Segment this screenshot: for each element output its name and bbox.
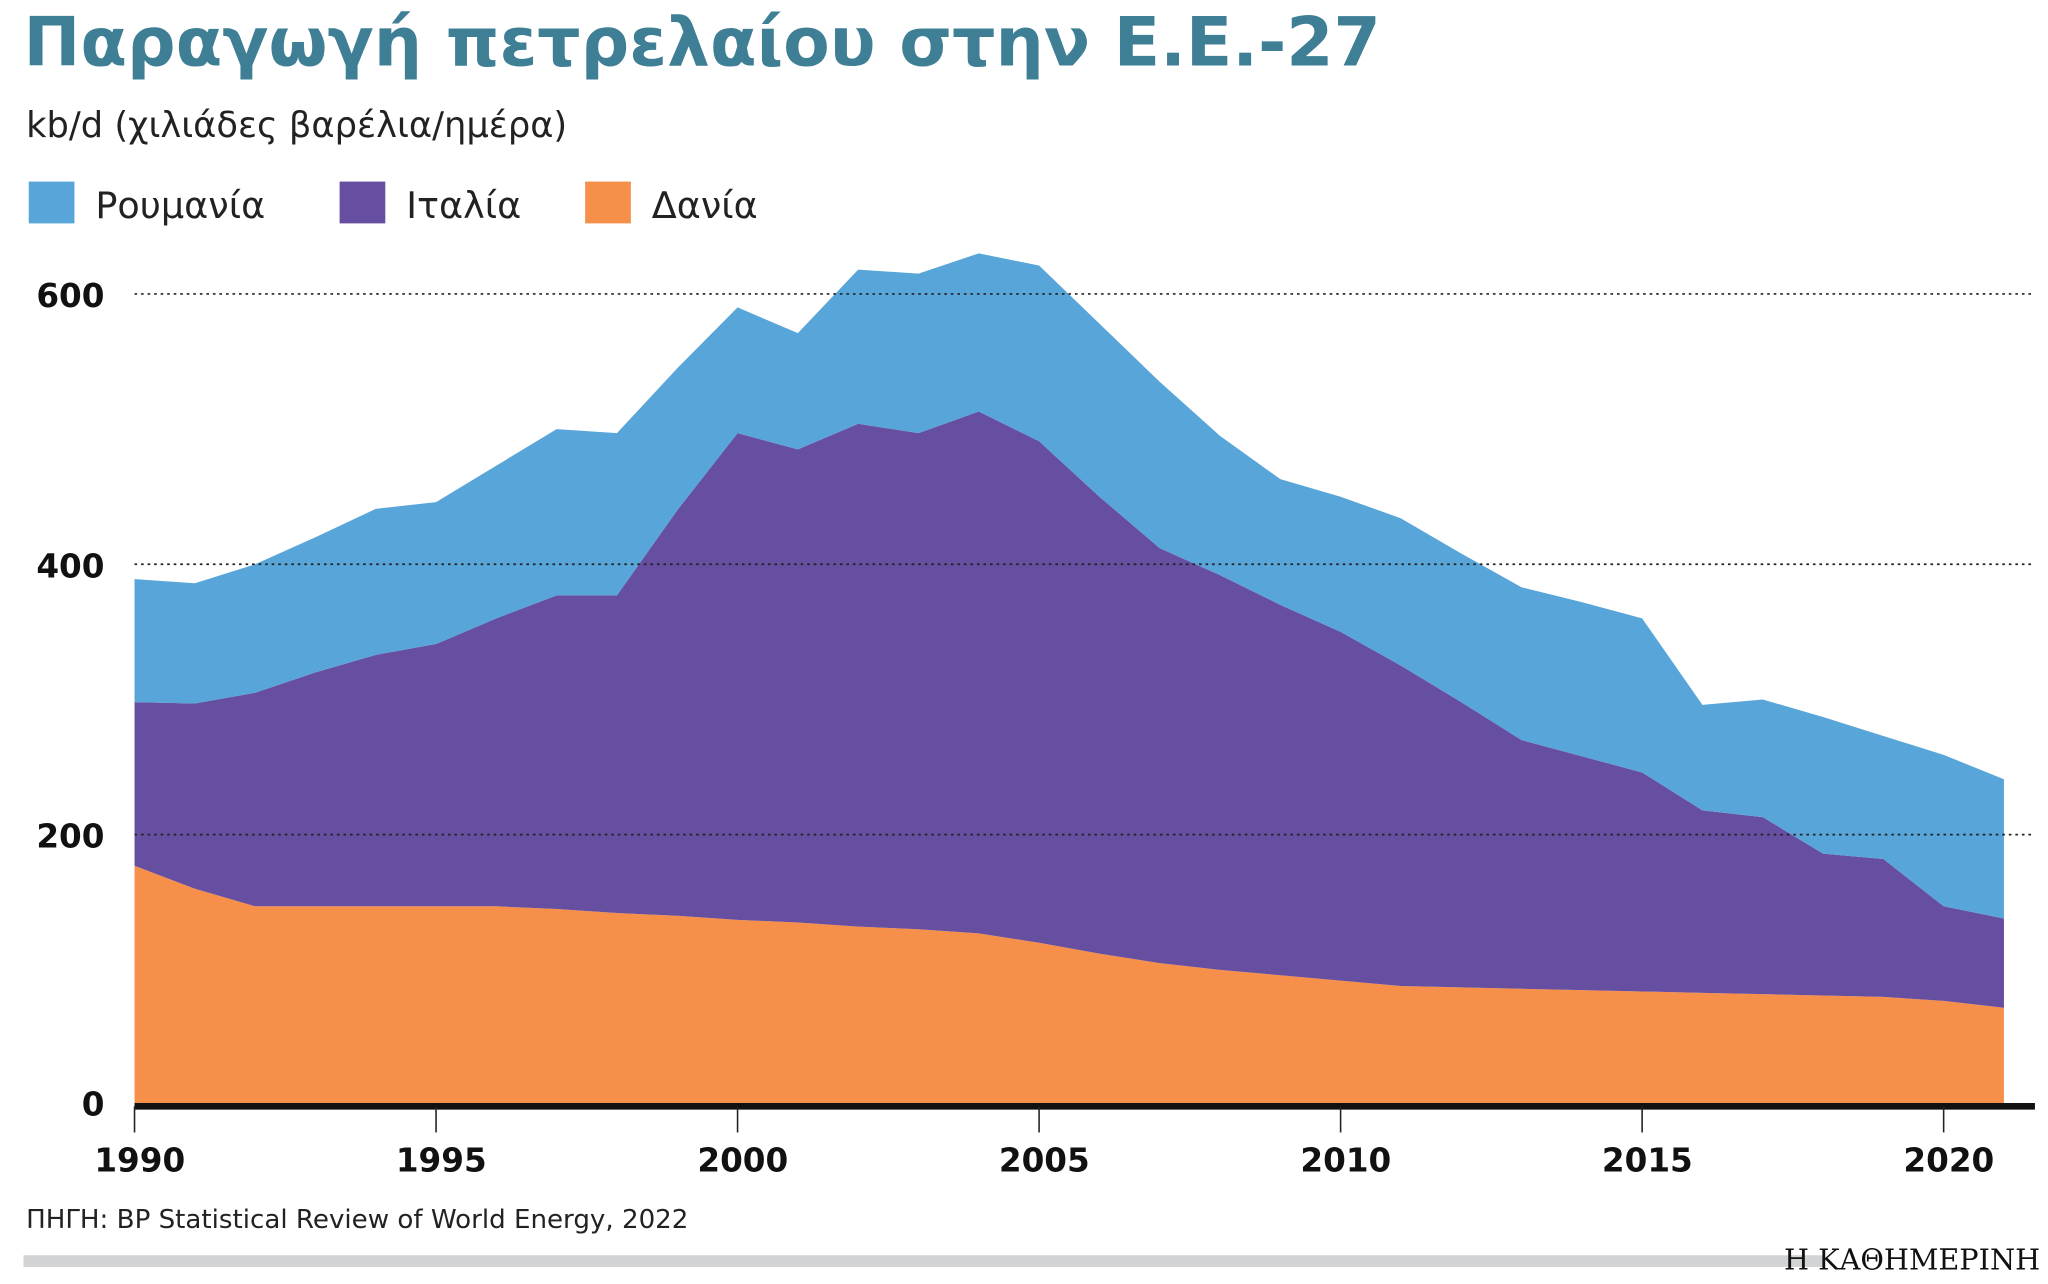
chart-title: Παραγωγή πετρελαίου στην Ε.Ε.-27 bbox=[24, 3, 1381, 82]
legend: Ρουμανία Ιταλία Δανία bbox=[28, 181, 758, 227]
legend-label: Δανία bbox=[652, 184, 758, 227]
footer-bar bbox=[23, 1255, 1824, 1267]
areas bbox=[134, 253, 2004, 1106]
x-tick-label: 1995 bbox=[396, 1142, 487, 1180]
x-tick-label: 2020 bbox=[1903, 1142, 1994, 1180]
legend-swatch bbox=[339, 181, 386, 224]
chart-subtitle: kb/d (χιλιάδες βαρέλια/ημέρα) bbox=[26, 105, 567, 146]
source-note: ΠΗΓΗ: BP Statistical Review of World Ene… bbox=[26, 1205, 688, 1235]
axes: 0 200 400 600 1990 1995 2000 2005 2010 2015 2020 bbox=[36, 277, 2035, 1180]
y-tick-label: 400 bbox=[36, 547, 104, 585]
x-tick-label: 2015 bbox=[1602, 1142, 1693, 1180]
y-tick-label: 200 bbox=[36, 818, 104, 856]
legend-swatch bbox=[28, 181, 75, 224]
area-1 bbox=[134, 411, 2004, 1008]
x-tick-label: 2000 bbox=[697, 1142, 788, 1180]
brand-logo: Η ΚΑΘΗΜΕΡΙΝΗ bbox=[1784, 1243, 2040, 1277]
area-2 bbox=[134, 253, 2004, 919]
area-0 bbox=[134, 865, 2004, 1106]
legend-label: Ιταλία bbox=[406, 184, 521, 227]
x-tick-label: 2005 bbox=[999, 1142, 1090, 1180]
y-tick-label: 0 bbox=[82, 1085, 105, 1123]
y-tick-label: 600 bbox=[36, 277, 104, 315]
x-tick-label: 2010 bbox=[1300, 1142, 1391, 1180]
legend-label: Ρουμανία bbox=[95, 184, 265, 227]
legend-swatch bbox=[585, 181, 631, 224]
x-tick-label: 1990 bbox=[94, 1142, 185, 1180]
